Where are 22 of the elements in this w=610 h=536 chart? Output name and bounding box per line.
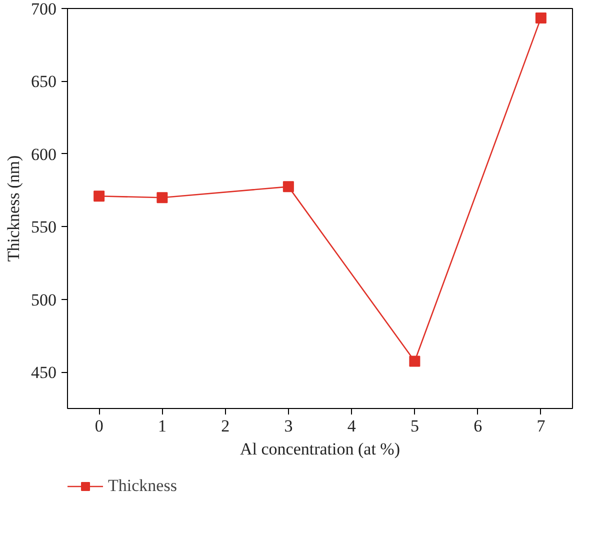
x-axis-title: Al concentration (at %) <box>240 440 400 458</box>
x-tick-label: 3 <box>284 416 293 436</box>
x-tick-label: 2 <box>221 416 230 436</box>
y-tick-label: 650 <box>31 72 56 92</box>
legend-label: Thickness <box>108 476 177 496</box>
y-tick-label: 450 <box>31 363 56 382</box>
point <box>409 356 420 367</box>
y-tick-label: 600 <box>31 144 56 164</box>
x-tick-label: 7 <box>536 416 546 436</box>
x-tick-label: 0 <box>94 416 104 436</box>
point <box>282 181 294 192</box>
point <box>535 12 546 24</box>
y-tick-label: 700 <box>31 0 56 18</box>
y-tick-label: 550 <box>31 218 56 237</box>
x-tick-label: 5 <box>410 416 419 436</box>
point <box>94 190 105 202</box>
x-tick-label: 6 <box>474 416 482 436</box>
y-axis-title: Thickness (nm) <box>4 155 23 262</box>
y-tick-label: 500 <box>31 290 56 310</box>
point <box>156 192 168 204</box>
x-tick-label: 4 <box>347 416 356 436</box>
x-tick-label: 1 <box>158 416 166 436</box>
